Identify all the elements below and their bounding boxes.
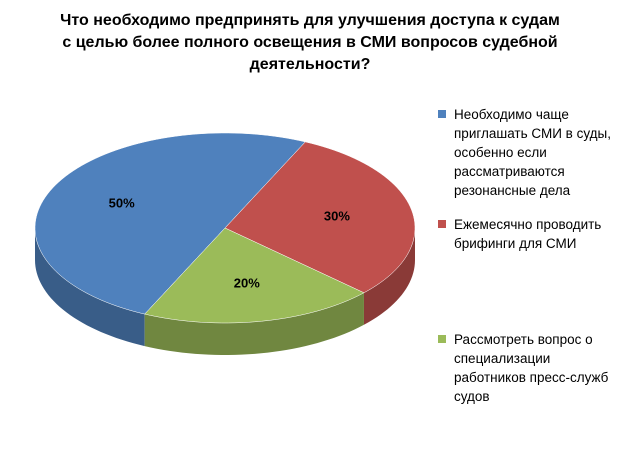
- chart: 50% 30% 20%: [34, 132, 416, 355]
- slice-side: [35, 228, 145, 347]
- legend-key: [438, 110, 446, 118]
- slice-side: [363, 228, 415, 325]
- slice: [144, 227, 365, 324]
- chart-title: Что необходимо предпринять для улучшения…: [60, 12, 560, 73]
- legend-key: [438, 220, 446, 228]
- data-label: 50%: [109, 195, 135, 210]
- slice: [34, 132, 306, 315]
- slice: [224, 141, 416, 294]
- legend-label: Рассмотреть вопрос о специализации работ…: [454, 332, 609, 404]
- legend-label: Необходимо чаще приглашать СМИ в суды, о…: [454, 107, 611, 198]
- data-label: 30%: [324, 209, 350, 224]
- legend-label: Ежемесячно проводить брифинги для СМИ: [454, 217, 602, 251]
- legend-key: [438, 335, 446, 343]
- slice-side: [144, 292, 364, 355]
- legend-item: Рассмотреть вопрос о специализации работ…: [438, 330, 618, 406]
- legend-item: Необходимо чаще приглашать СМИ в суды, о…: [438, 105, 618, 200]
- legend-item: Ежемесячно проводить брифинги для СМИ: [438, 215, 618, 253]
- data-label: 20%: [234, 275, 260, 290]
